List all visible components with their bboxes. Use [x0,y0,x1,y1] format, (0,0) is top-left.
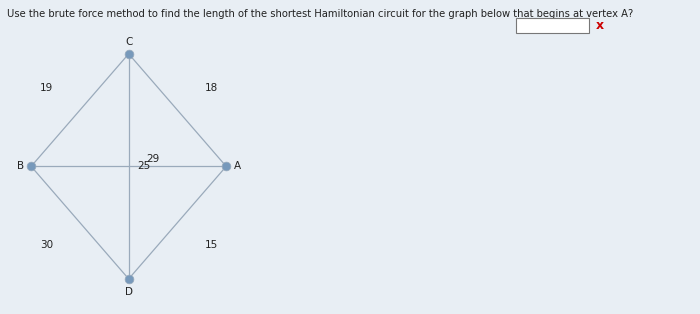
Text: 18: 18 [204,83,218,93]
Point [220,164,232,169]
Text: 15: 15 [204,240,218,250]
Bar [516,18,589,33]
Point [26,164,37,169]
Point [123,51,134,56]
Text: 19: 19 [40,83,53,93]
Text: C: C [125,37,132,47]
Text: Use the brute force method to find the length of the shortest Hamiltonian circui: Use the brute force method to find the l… [7,8,633,19]
Text: 30: 30 [40,240,53,250]
Text: A: A [234,161,241,171]
Text: 29: 29 [146,154,160,164]
Text: B: B [17,161,24,171]
Text: D: D [125,287,133,297]
Point [123,276,134,281]
Text: 25: 25 [137,161,150,171]
Text: x: x [596,19,604,32]
